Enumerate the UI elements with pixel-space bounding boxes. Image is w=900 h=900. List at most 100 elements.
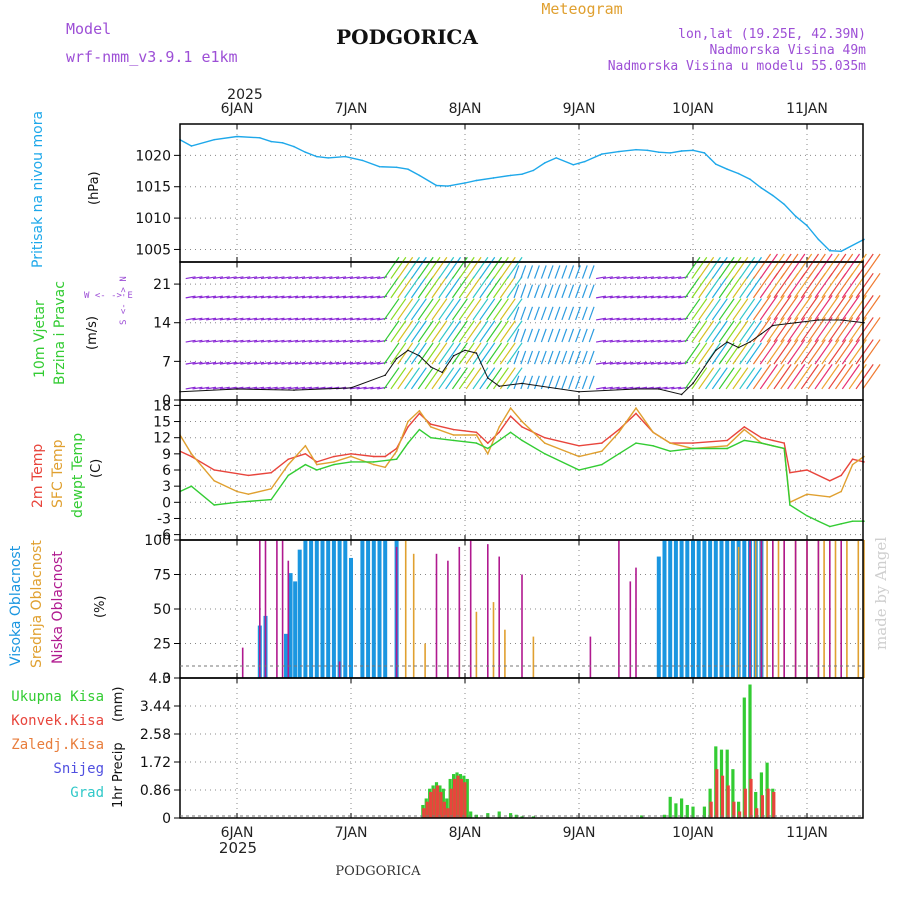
wind-arrow [281, 361, 292, 365]
wind-arrow [390, 342, 407, 365]
data-point [418, 412, 421, 415]
wind-arrow [527, 328, 534, 343]
bar [456, 775, 460, 818]
cloud-label-2: Srednja Oblacnost [29, 540, 45, 668]
wind-arrow [602, 295, 613, 299]
bar [531, 816, 535, 818]
wind-arrow [520, 284, 527, 299]
wind-arrow [322, 295, 333, 299]
data-point [760, 436, 763, 439]
wind-arrow [814, 317, 833, 343]
data-point [287, 463, 290, 466]
data-point [840, 474, 842, 477]
wind-arrow [547, 284, 554, 299]
data-point [669, 442, 671, 444]
data-point [236, 135, 238, 138]
wind-arrow [370, 386, 381, 390]
data-point [635, 407, 637, 409]
data-point [304, 453, 307, 455]
bar [297, 549, 302, 678]
wind-arrow [671, 317, 682, 321]
data-point [487, 447, 489, 450]
wind-arrow [533, 350, 540, 365]
wind-arrow [226, 386, 237, 390]
data-point [578, 469, 580, 471]
wind-arrow [540, 284, 547, 299]
wind-arrow [315, 386, 326, 390]
bar [749, 778, 753, 818]
temp-label-2: SFC Temp [50, 439, 66, 508]
wind-arrow [417, 320, 434, 343]
wind-arrow [602, 276, 613, 280]
y-tick-label: 0 [162, 811, 171, 827]
footer-station: PODGORICA [335, 864, 421, 879]
temp-label-3: dewpt Temp [70, 433, 86, 518]
precip-unit: (mm) [111, 687, 126, 722]
wind-arrow [595, 339, 607, 343]
bar [743, 788, 747, 818]
bar [731, 769, 735, 818]
bar [755, 808, 759, 818]
bar [469, 540, 472, 678]
wind-arrow [862, 272, 881, 299]
wind-arrow [472, 276, 489, 299]
data-point [509, 407, 512, 409]
bar [749, 540, 751, 678]
data-point [806, 514, 808, 517]
wind-arrow [787, 317, 806, 343]
wind-arrow [288, 317, 299, 321]
bar [498, 556, 500, 678]
data-point [646, 149, 649, 152]
data-point [509, 431, 512, 434]
wind-arrow [732, 256, 749, 279]
wind-arrow [554, 265, 561, 279]
bar [453, 778, 457, 818]
data-point [618, 428, 620, 431]
top-day-label: 10JAN [672, 101, 714, 117]
wind-arrow [602, 317, 613, 321]
data-point [601, 450, 603, 452]
bar [424, 643, 426, 678]
wind-arrow [479, 298, 496, 321]
wind-arrow [342, 295, 353, 299]
data-point [544, 442, 546, 444]
bar [241, 647, 244, 678]
data-point [304, 151, 307, 154]
wind-arrow [458, 342, 475, 365]
wind-arrow [233, 317, 244, 321]
wind-arrow [336, 361, 347, 365]
bar [446, 808, 450, 818]
data-point [692, 447, 694, 450]
wind-arrow [752, 295, 772, 321]
wind-arrow [431, 298, 448, 321]
y-tick-label: 3 [162, 479, 171, 495]
data-point [333, 461, 335, 463]
wind-arrow [698, 298, 715, 321]
wind-arrow [260, 276, 271, 280]
data-point [435, 184, 438, 187]
wind-arrow [739, 298, 756, 321]
series-line [179, 135, 865, 253]
data-point [635, 388, 637, 390]
data-point [287, 458, 290, 461]
wind-arrow [581, 328, 588, 343]
bar [685, 804, 689, 818]
y-tick-label: 4.3 [149, 671, 171, 687]
data-point [316, 469, 318, 471]
wind-arrow [349, 317, 360, 321]
y-tick-label: 0 [162, 495, 171, 511]
wind-arrow [493, 276, 509, 299]
wind-arrow [404, 342, 420, 365]
data-point [452, 439, 455, 442]
wind-arrow [260, 317, 271, 321]
wind-arrow [609, 276, 620, 280]
wind-arrow [739, 276, 756, 299]
data-point [726, 168, 728, 170]
precip-panel: 0 0.86 1.72 2.58 3.44 4.3 [140, 671, 864, 827]
wind-arrow [404, 367, 420, 390]
wind-arrow [301, 339, 312, 343]
wind-arrow [821, 364, 840, 390]
wind-arrow [698, 276, 715, 299]
y-tick-label: 21 [153, 277, 171, 293]
bar [475, 611, 478, 678]
